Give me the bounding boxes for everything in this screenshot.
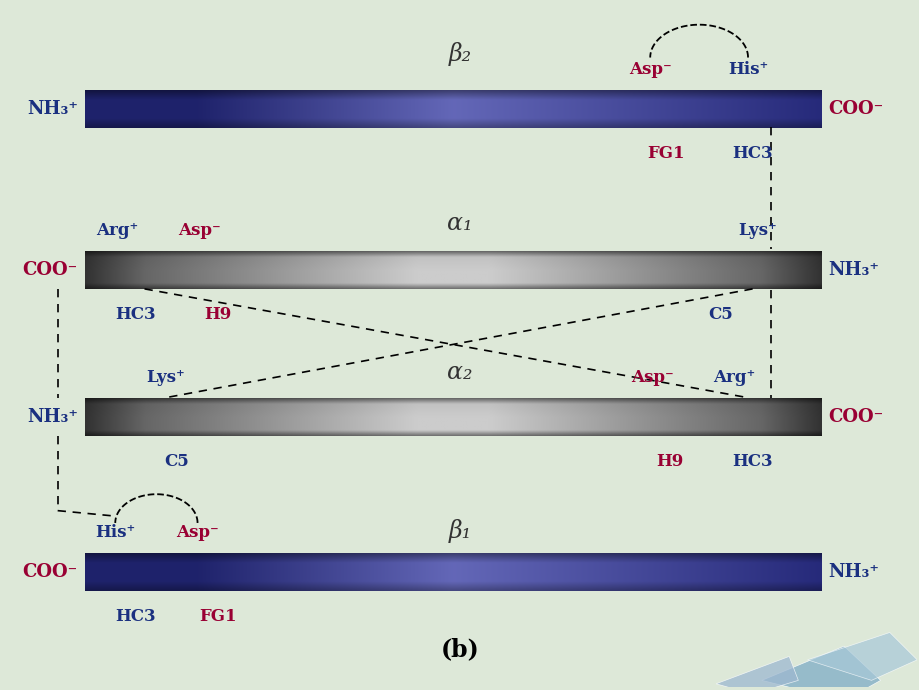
Text: NH₃⁺: NH₃⁺ (27, 100, 78, 118)
Text: Asp⁻: Asp⁻ (629, 61, 671, 78)
Text: HC3: HC3 (115, 306, 155, 323)
Text: β₁: β₁ (448, 519, 471, 543)
Text: HC3: HC3 (115, 608, 155, 625)
Text: COO⁻: COO⁻ (22, 261, 78, 279)
Text: Asp⁻: Asp⁻ (630, 368, 673, 386)
Polygon shape (715, 656, 798, 690)
Text: NH₃⁺: NH₃⁺ (828, 261, 879, 279)
Text: NH₃⁺: NH₃⁺ (27, 408, 78, 426)
Polygon shape (807, 633, 916, 680)
Text: Arg⁺: Arg⁺ (96, 221, 138, 239)
Text: Asp⁻: Asp⁻ (177, 221, 221, 239)
Text: NH₃⁺: NH₃⁺ (828, 563, 879, 581)
Text: COO⁻: COO⁻ (828, 408, 883, 426)
Text: COO⁻: COO⁻ (22, 563, 78, 581)
Text: FG1: FG1 (646, 145, 684, 161)
Text: Lys⁺: Lys⁺ (146, 368, 185, 386)
Text: COO⁻: COO⁻ (828, 100, 883, 118)
Text: Arg⁺: Arg⁺ (712, 368, 754, 386)
Text: β₂: β₂ (448, 42, 471, 66)
Text: C5: C5 (164, 453, 188, 470)
Text: α₂: α₂ (447, 361, 472, 384)
Text: FG1: FG1 (199, 608, 236, 625)
Text: (b): (b) (440, 638, 479, 662)
Text: His⁺: His⁺ (95, 524, 135, 541)
Text: His⁺: His⁺ (727, 61, 767, 78)
Text: α₁: α₁ (447, 212, 472, 235)
Text: Lys⁺: Lys⁺ (737, 221, 776, 239)
Text: H9: H9 (204, 306, 231, 323)
Text: H9: H9 (656, 453, 683, 470)
Text: HC3: HC3 (732, 145, 772, 161)
Text: C5: C5 (708, 306, 732, 323)
Text: Asp⁻: Asp⁻ (176, 524, 219, 541)
Text: HC3: HC3 (732, 453, 772, 470)
Polygon shape (761, 646, 879, 690)
